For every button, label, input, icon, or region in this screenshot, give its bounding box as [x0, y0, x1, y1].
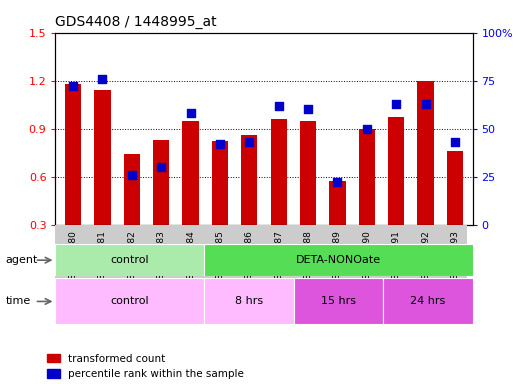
Text: GSM549090: GSM549090: [362, 230, 371, 285]
Point: [304, 106, 312, 113]
Bar: [55, 244, 204, 276]
Text: GSM549082: GSM549082: [127, 230, 136, 285]
Bar: [294, 278, 383, 324]
Bar: [329, 182, 345, 225]
Text: GSM549084: GSM549084: [186, 230, 195, 285]
Bar: [300, 121, 316, 225]
Text: GDS4408 / 1448995_at: GDS4408 / 1448995_at: [55, 15, 217, 29]
Point: [69, 83, 77, 89]
Bar: [383, 278, 473, 324]
Point: [216, 141, 224, 147]
Bar: [418, 81, 433, 225]
Point: [333, 179, 342, 185]
Text: agent: agent: [5, 255, 37, 265]
Point: [392, 101, 400, 107]
Point: [421, 101, 430, 107]
Bar: [95, 90, 110, 225]
Point: [98, 76, 107, 82]
Bar: [271, 119, 287, 225]
Text: GSM549088: GSM549088: [304, 230, 313, 285]
Text: GSM549080: GSM549080: [69, 230, 78, 285]
Text: GSM549092: GSM549092: [421, 230, 430, 285]
Text: 8 hrs: 8 hrs: [235, 296, 263, 306]
Text: GSM549087: GSM549087: [274, 230, 283, 285]
Point: [451, 139, 459, 145]
Text: time: time: [5, 296, 31, 306]
Bar: [153, 140, 169, 225]
Text: 15 hrs: 15 hrs: [321, 296, 356, 306]
Text: GSM549086: GSM549086: [245, 230, 254, 285]
Bar: [359, 129, 375, 225]
Bar: [204, 278, 294, 324]
Text: DETA-NONOate: DETA-NONOate: [296, 255, 381, 265]
Point: [363, 126, 371, 132]
Text: control: control: [110, 296, 149, 306]
Point: [157, 164, 165, 170]
Bar: [388, 118, 404, 225]
Text: GSM549091: GSM549091: [392, 230, 401, 285]
Bar: [183, 121, 199, 225]
Bar: [65, 84, 81, 225]
Text: GSM549085: GSM549085: [215, 230, 224, 285]
Text: GSM549083: GSM549083: [157, 230, 166, 285]
Text: GSM549093: GSM549093: [450, 230, 459, 285]
Point: [186, 110, 195, 116]
Text: 24 hrs: 24 hrs: [410, 296, 446, 306]
Bar: [124, 154, 140, 225]
Point: [128, 172, 136, 178]
Text: GSM549089: GSM549089: [333, 230, 342, 285]
Text: GSM549081: GSM549081: [98, 230, 107, 285]
Bar: [447, 151, 463, 225]
Bar: [204, 244, 473, 276]
Text: control: control: [110, 255, 149, 265]
Point: [245, 139, 253, 145]
Legend: transformed count, percentile rank within the sample: transformed count, percentile rank withi…: [48, 354, 244, 379]
Bar: [212, 141, 228, 225]
Bar: [241, 135, 257, 225]
Point: [275, 103, 283, 109]
Bar: [55, 278, 204, 324]
